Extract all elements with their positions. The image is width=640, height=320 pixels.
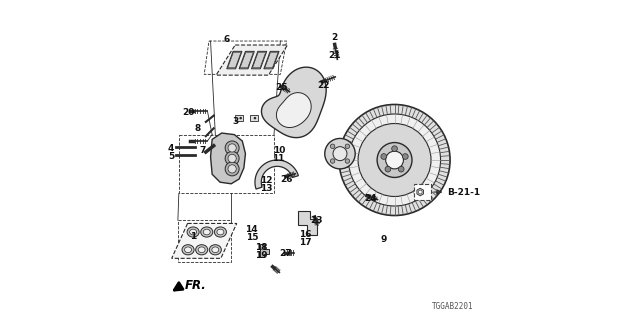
Text: TGGAB2201: TGGAB2201 xyxy=(432,302,474,311)
Ellipse shape xyxy=(189,229,196,235)
Polygon shape xyxy=(262,67,326,138)
Circle shape xyxy=(339,105,450,215)
Text: 27: 27 xyxy=(279,249,291,258)
Ellipse shape xyxy=(209,245,221,255)
Text: 6: 6 xyxy=(223,35,230,44)
Circle shape xyxy=(225,162,239,176)
Circle shape xyxy=(385,166,391,172)
Polygon shape xyxy=(239,51,254,69)
Circle shape xyxy=(333,147,347,161)
Ellipse shape xyxy=(214,227,227,237)
Circle shape xyxy=(225,141,239,155)
Circle shape xyxy=(349,114,440,206)
Circle shape xyxy=(403,154,408,159)
Bar xyxy=(413,184,431,200)
Circle shape xyxy=(253,117,256,119)
Polygon shape xyxy=(252,51,267,69)
Text: 4: 4 xyxy=(168,144,174,153)
Text: 3: 3 xyxy=(233,117,239,126)
Polygon shape xyxy=(211,133,246,184)
Text: 12: 12 xyxy=(260,176,273,185)
Text: B-21-1: B-21-1 xyxy=(447,188,480,196)
Text: 16: 16 xyxy=(300,230,312,239)
Ellipse shape xyxy=(212,247,219,252)
Text: 26: 26 xyxy=(280,174,293,184)
Text: 11: 11 xyxy=(273,154,285,163)
Text: 13: 13 xyxy=(260,184,273,193)
Ellipse shape xyxy=(184,247,191,252)
Ellipse shape xyxy=(198,247,205,252)
Circle shape xyxy=(345,159,349,163)
Text: 8: 8 xyxy=(195,124,201,133)
Circle shape xyxy=(386,151,403,169)
Bar xyxy=(250,115,257,121)
Text: 19: 19 xyxy=(255,251,268,260)
Text: 10: 10 xyxy=(273,146,285,155)
Circle shape xyxy=(330,144,335,148)
Bar xyxy=(236,115,243,121)
Text: 17: 17 xyxy=(300,238,312,247)
Polygon shape xyxy=(417,188,424,196)
Circle shape xyxy=(228,144,236,152)
Circle shape xyxy=(239,117,242,119)
Polygon shape xyxy=(227,51,242,69)
Polygon shape xyxy=(264,51,279,69)
Circle shape xyxy=(419,190,422,194)
Ellipse shape xyxy=(187,227,199,237)
Circle shape xyxy=(330,159,335,163)
Circle shape xyxy=(381,154,387,159)
Ellipse shape xyxy=(217,229,224,235)
Text: 21: 21 xyxy=(328,51,340,60)
Circle shape xyxy=(398,166,404,172)
Text: 25: 25 xyxy=(276,83,288,92)
Circle shape xyxy=(228,165,236,173)
Text: 2: 2 xyxy=(331,33,337,42)
Polygon shape xyxy=(255,160,298,189)
Polygon shape xyxy=(216,45,287,75)
Circle shape xyxy=(345,144,349,148)
Text: 18: 18 xyxy=(255,243,268,252)
Circle shape xyxy=(392,146,397,151)
Ellipse shape xyxy=(182,245,194,255)
Circle shape xyxy=(228,154,236,163)
Polygon shape xyxy=(172,223,237,258)
Text: 7: 7 xyxy=(200,146,206,155)
Text: 1: 1 xyxy=(190,232,196,241)
Circle shape xyxy=(377,142,412,178)
Text: 9: 9 xyxy=(380,235,387,244)
Text: 24: 24 xyxy=(364,194,377,203)
Text: 15: 15 xyxy=(246,233,258,242)
Text: 20: 20 xyxy=(182,108,195,117)
Ellipse shape xyxy=(204,229,211,235)
Text: 14: 14 xyxy=(246,225,258,234)
Circle shape xyxy=(358,124,431,196)
Ellipse shape xyxy=(201,227,212,237)
Text: 5: 5 xyxy=(168,152,174,161)
Polygon shape xyxy=(260,244,269,257)
Text: FR.: FR. xyxy=(185,279,207,292)
Text: 23: 23 xyxy=(310,216,323,225)
Ellipse shape xyxy=(196,245,208,255)
Text: 22: 22 xyxy=(317,81,330,90)
Circle shape xyxy=(324,139,355,169)
Circle shape xyxy=(225,151,239,165)
Polygon shape xyxy=(276,92,311,127)
Polygon shape xyxy=(298,211,317,235)
